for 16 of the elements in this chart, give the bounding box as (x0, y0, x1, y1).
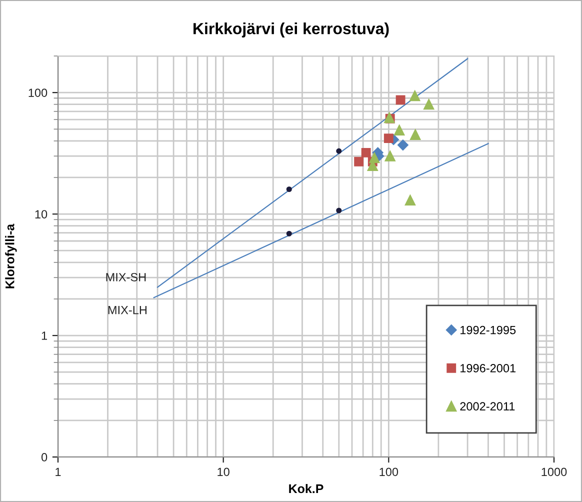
x-tick-label: 10 (218, 468, 230, 476)
legend-label: 2002-2011 (460, 402, 515, 411)
y-tick-label: 0 (41, 453, 48, 462)
x-axis-title: Kok.P (289, 484, 324, 494)
legend-label: 1996-2001 (460, 364, 516, 372)
y-tick-label: 10 (35, 210, 48, 218)
annotation: MIX-SH (106, 272, 146, 282)
y-axis-title: Klorofylli-a (5, 224, 17, 288)
x-tick-label: 1000 (542, 468, 567, 476)
chart-title: Kirkkojärvi (ei kerrostuva) (194, 22, 389, 38)
x-tick-label: 100 (380, 468, 398, 476)
legend-label: 1992-1995 (460, 326, 516, 334)
y-tick-label: 100 (28, 88, 48, 97)
x-tick-label: 1 (56, 468, 61, 476)
annotation: MIX-LH (108, 306, 146, 314)
y-tick-label: 1 (42, 332, 48, 340)
